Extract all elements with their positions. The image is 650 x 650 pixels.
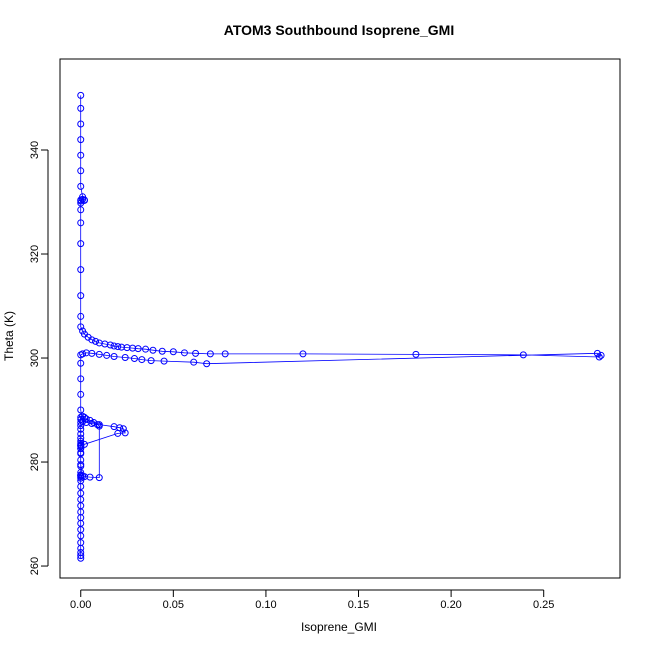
data-point — [77, 359, 85, 367]
data-point — [80, 440, 88, 448]
data-point — [79, 327, 87, 335]
y-axis-label: Theta (K) — [2, 311, 16, 361]
plot-frame — [59, 58, 621, 579]
series-line — [80, 95, 602, 559]
y-axis: 260 280 300 320 340 — [29, 141, 49, 575]
x-tick-label: 0.10 — [255, 599, 276, 611]
x-axis-label: Isoprene_GMI — [301, 620, 377, 634]
y-tick-label: 280 — [29, 453, 41, 471]
data-point — [160, 357, 168, 365]
data-point — [77, 151, 85, 159]
data-point — [77, 120, 85, 128]
data-point — [158, 347, 166, 355]
x-tick-label: 0.00 — [70, 599, 91, 611]
data-point — [169, 348, 177, 356]
data-point — [412, 350, 420, 358]
data-point — [77, 445, 85, 453]
data-point — [77, 206, 85, 214]
data-point — [110, 342, 118, 350]
x-tick-label: 0.05 — [163, 599, 184, 611]
data-point — [77, 375, 85, 383]
data-point — [206, 350, 214, 358]
data-point — [121, 429, 129, 437]
data-point — [149, 346, 157, 354]
data-point — [77, 461, 85, 469]
x-axis: 0.00 0.05 0.10 0.15 0.20 0.25 — [70, 589, 554, 611]
y-tick-label: 340 — [29, 141, 41, 159]
data-point — [190, 358, 198, 366]
data-point — [180, 349, 188, 357]
data-point — [147, 357, 155, 365]
data-point — [77, 266, 85, 274]
chart-title: ATOM3 Southbound Isoprene_GMI — [224, 22, 454, 38]
data-point — [114, 343, 122, 351]
data-point — [130, 355, 138, 363]
data-point — [77, 549, 85, 557]
data-point — [203, 360, 211, 368]
data-point — [92, 337, 100, 345]
data-point — [88, 349, 96, 357]
data-point — [95, 421, 103, 429]
data-point — [192, 349, 200, 357]
data-point — [79, 350, 87, 358]
data-point — [80, 196, 88, 204]
data-point — [95, 474, 103, 482]
data-point — [95, 339, 103, 347]
data-point — [82, 419, 90, 427]
data-point — [119, 425, 127, 433]
data-point — [519, 351, 527, 359]
data-point — [95, 350, 103, 358]
data-point — [77, 425, 85, 433]
data-point — [79, 472, 87, 480]
x-tick-label: 0.20 — [440, 599, 461, 611]
data-point — [103, 351, 111, 359]
data-point — [299, 350, 307, 358]
data-point — [77, 441, 85, 449]
data-point — [79, 193, 87, 201]
data-point — [77, 91, 85, 99]
data-point — [77, 489, 85, 497]
data-point — [77, 539, 85, 547]
data-point — [77, 219, 85, 227]
data-point — [110, 352, 118, 360]
y-tick-label: 300 — [29, 349, 41, 367]
y-tick-label: 320 — [29, 245, 41, 263]
y-tick-label: 260 — [29, 557, 41, 575]
series-layer — [77, 91, 605, 562]
data-point — [77, 182, 85, 190]
data-point — [77, 406, 85, 414]
data-point — [77, 167, 85, 175]
data-point — [77, 430, 85, 438]
data-point — [142, 345, 150, 353]
data-point — [138, 356, 146, 364]
data-point — [77, 292, 85, 300]
data-point — [593, 349, 601, 357]
data-point — [221, 350, 229, 358]
data-point — [595, 353, 603, 361]
data-point — [77, 390, 85, 398]
x-tick-label: 0.25 — [533, 599, 554, 611]
data-point — [77, 552, 85, 560]
data-point — [77, 104, 85, 112]
data-point — [597, 351, 605, 359]
data-point — [79, 417, 87, 425]
data-point — [110, 423, 118, 431]
data-point — [77, 434, 85, 442]
data-point — [77, 312, 85, 320]
data-point — [121, 354, 129, 362]
x-tick-label: 0.15 — [348, 599, 369, 611]
data-point — [117, 343, 125, 351]
data-point — [77, 240, 85, 248]
data-point — [77, 136, 85, 144]
data-point — [77, 323, 85, 331]
